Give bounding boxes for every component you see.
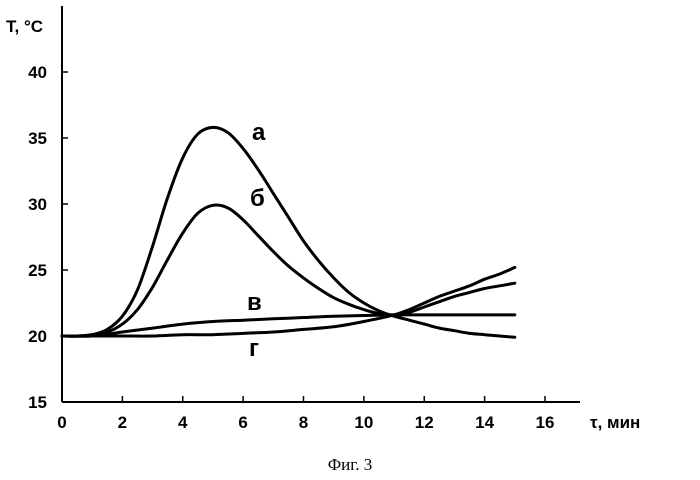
x-tick-label: 16 bbox=[536, 413, 555, 432]
x-tick-label: 2 bbox=[118, 413, 127, 432]
y-tick-label: 20 bbox=[28, 327, 47, 346]
y-tick-label: 40 bbox=[28, 63, 47, 82]
series-label-3: в bbox=[247, 289, 262, 316]
x-tick-label: 4 bbox=[178, 413, 188, 432]
series-line-1 bbox=[62, 127, 515, 337]
x-tick-label: 12 bbox=[415, 413, 434, 432]
y-axis-title: T, °C bbox=[6, 17, 43, 36]
y-tick-label: 35 bbox=[28, 129, 47, 148]
y-tick-label: 15 bbox=[28, 393, 47, 412]
x-tick-label: 0 bbox=[57, 413, 66, 432]
series-line-2 bbox=[62, 205, 515, 336]
x-axis-title: τ, мин bbox=[590, 413, 640, 432]
series-label-1: а bbox=[252, 119, 266, 146]
x-tick-label: 6 bbox=[238, 413, 247, 432]
ticks: 15 20 25 30 35 40 0 2 4 6 8 10 12 14 16 bbox=[28, 63, 554, 432]
chart: 15 20 25 30 35 40 0 2 4 6 8 10 12 14 16 а б вг T, °C τ, … bbox=[0, 0, 700, 480]
axes bbox=[62, 6, 580, 402]
x-tick-label: 8 bbox=[299, 413, 308, 432]
x-tick-label: 10 bbox=[354, 413, 373, 432]
figure-caption: Фиг. 3 bbox=[0, 455, 700, 475]
series-group bbox=[62, 127, 515, 337]
y-tick-label: 25 bbox=[28, 261, 47, 280]
y-tick-label: 30 bbox=[28, 195, 47, 214]
x-tick-label: 14 bbox=[475, 413, 494, 432]
series-label-2: б bbox=[250, 185, 265, 212]
series-label-4: г bbox=[249, 335, 259, 362]
series-line-4 bbox=[62, 267, 515, 336]
